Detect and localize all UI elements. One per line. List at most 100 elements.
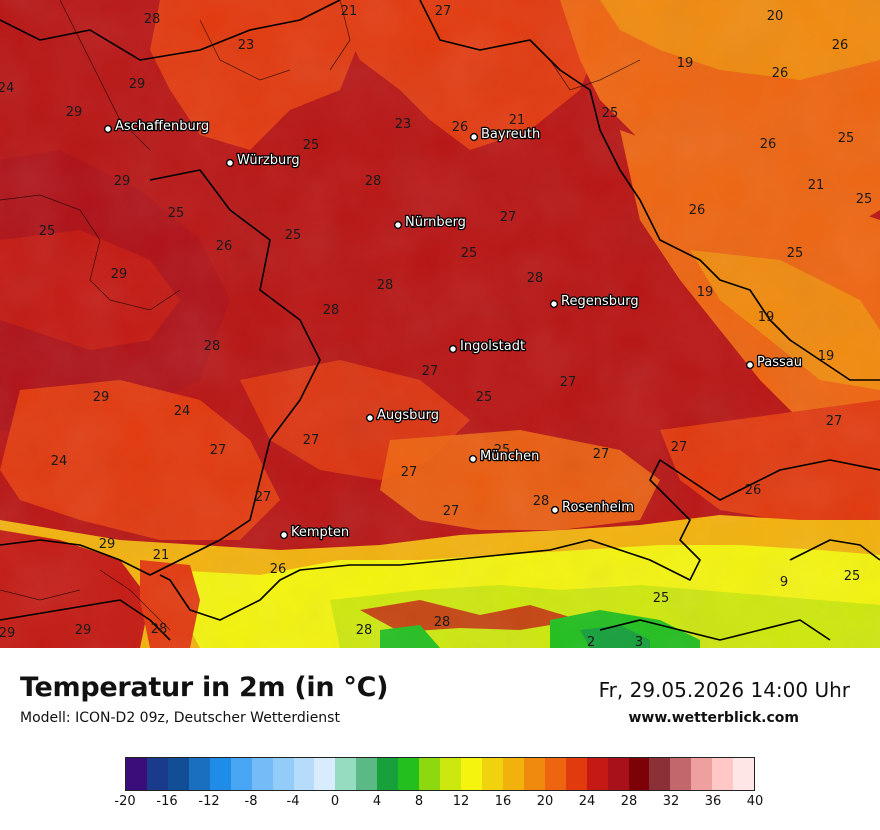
- temperature-label: 3: [635, 635, 643, 648]
- temperature-label: 21: [509, 113, 526, 128]
- temperature-label: 9: [780, 575, 788, 590]
- temperature-label: 27: [210, 443, 227, 458]
- temperature-label: 25: [39, 224, 56, 239]
- color-scale-swatch: [712, 758, 734, 790]
- temperature-label: 25: [285, 228, 302, 243]
- city-marker[interactable]: Bayreuth: [469, 126, 542, 143]
- temperature-label: 28: [410, 217, 427, 232]
- city-dot: [103, 124, 113, 134]
- city-dot: [468, 454, 478, 464]
- temperature-label: 26: [452, 120, 469, 135]
- color-scale-swatch: [523, 758, 545, 790]
- city-name: München: [480, 449, 539, 464]
- color-scale-tick: -16: [156, 794, 178, 809]
- border-austria: [159, 459, 880, 621]
- borders: [0, 0, 880, 641]
- city-dot: [550, 505, 560, 515]
- cities: Aschaffenburg Würzburg Bayreuth Nürnberg Reg…: [103, 118, 803, 541]
- temperature-label: 25: [653, 591, 670, 606]
- temperature-label: 27: [500, 210, 517, 225]
- temperature-label: 26: [832, 38, 849, 53]
- temperature-label: 29: [99, 537, 116, 552]
- city-marker[interactable]: Nürnberg: [393, 214, 467, 231]
- temperature-label: 23: [395, 117, 412, 132]
- city-dot: [745, 360, 755, 370]
- city-marker[interactable]: Regensburg: [549, 293, 640, 310]
- temperature-label: 27: [422, 364, 439, 379]
- color-scale-tick: 12: [452, 794, 470, 809]
- city-dot: [549, 299, 559, 309]
- city-name: Regensburg: [561, 294, 639, 309]
- temperature-label: 26: [760, 137, 777, 152]
- city-marker[interactable]: Rosenheim: [550, 499, 635, 516]
- color-scale-swatch: [293, 758, 315, 790]
- color-scale-swatch: [733, 758, 755, 790]
- temperature-label: 24: [51, 454, 68, 469]
- temperature-label: 27: [593, 447, 610, 462]
- city-marker[interactable]: Ingolstadt: [448, 338, 526, 355]
- city-marker[interactable]: München: [468, 448, 541, 465]
- color-scale-tick: 36: [704, 794, 722, 809]
- color-scale-ticks: -20 -16 -12 -8 -4 0 4 8 12 16 20 24 28 32 36 40: [0, 794, 880, 814]
- temperature-label: 21: [341, 4, 358, 19]
- color-scale-tick: 8: [414, 794, 424, 809]
- color-scale-tick: 16: [494, 794, 512, 809]
- color-scale-swatch: [649, 758, 671, 790]
- temperature-label: 26: [216, 239, 233, 254]
- temperature-label: 27: [560, 375, 577, 390]
- color-scale-swatch: [272, 758, 294, 790]
- website-link[interactable]: www.wetterblick.com: [628, 710, 800, 726]
- temperature-label: 28: [434, 615, 451, 630]
- color-scale-swatch: [586, 758, 608, 790]
- color-scale-tick: 24: [578, 794, 596, 809]
- temperature-label: 25: [602, 106, 619, 121]
- city-marker[interactable]: Passau: [745, 354, 803, 371]
- color-scale-swatch: [565, 758, 587, 790]
- temperature-label: 27: [671, 440, 688, 455]
- city-dot: [469, 132, 479, 142]
- forecast-datetime: Fr, 29.05.2026 14:00 Uhr: [598, 678, 850, 702]
- city-marker[interactable]: Würzburg: [225, 152, 301, 169]
- color-scale-tick: 4: [372, 794, 382, 809]
- city-name: Würzburg: [237, 153, 300, 168]
- temperature-label: 24: [0, 81, 14, 96]
- color-scale-swatch: [356, 758, 378, 790]
- temperature-label: 21: [808, 178, 825, 193]
- city-name: Ingolstadt: [460, 339, 525, 354]
- temperature-label: 21: [153, 548, 170, 563]
- temperature-label: 29: [75, 623, 92, 638]
- temperature-label: 28: [527, 271, 544, 286]
- temperature-label: 25: [461, 246, 478, 261]
- chart-title: Temperatur in 2m (in °C): [20, 672, 389, 703]
- border-south: [0, 539, 880, 641]
- region-borders: [0, 0, 641, 631]
- temperature-label: 26: [772, 66, 789, 81]
- color-scale-swatch: [230, 758, 252, 790]
- city-marker[interactable]: Aschaffenburg: [103, 118, 210, 135]
- temperature-label: 25: [476, 390, 493, 405]
- temperature-label: 28: [323, 303, 340, 318]
- city-marker[interactable]: Augsburg: [365, 407, 440, 424]
- color-scale-swatch: [377, 758, 399, 790]
- temperature-label: 29: [111, 267, 128, 282]
- temperature-label: 29: [129, 77, 146, 92]
- temperature-label: 28: [533, 494, 550, 509]
- color-scale-swatch: [188, 758, 210, 790]
- city-name: Kempten: [291, 525, 349, 540]
- color-scale-swatch: [335, 758, 357, 790]
- temperature-label: 20: [767, 9, 784, 24]
- temperature-label: 27: [401, 465, 418, 480]
- color-scale-swatch: [461, 758, 482, 790]
- temperature-label: 26: [745, 483, 762, 498]
- color-scale-tick: -20: [114, 794, 136, 809]
- temperature-label: 28: [377, 278, 394, 293]
- temperature-label: 19: [758, 310, 775, 325]
- city-marker[interactable]: Kempten: [279, 524, 350, 541]
- color-scale-swatch: [419, 758, 441, 790]
- color-scale-swatch: [502, 758, 524, 790]
- city-name: Augsburg: [377, 408, 439, 423]
- color-scale-swatch: [670, 758, 692, 790]
- city-name: Bayreuth: [481, 127, 540, 142]
- color-scale-tick: 32: [662, 794, 680, 809]
